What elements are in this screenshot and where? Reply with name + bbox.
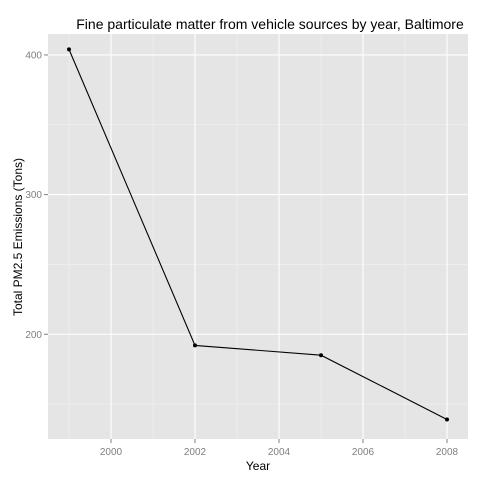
x-axis-title: Year (246, 459, 270, 473)
chart-title: Fine particulate matter from vehicle sou… (76, 16, 464, 32)
series-line (68, 49, 448, 420)
y-axis-ticks: 200 300 400 (25, 50, 48, 341)
y-axis-title: Total PM2.5 Emissions (Tons) (11, 158, 25, 316)
x-tick-label: 2008 (436, 447, 459, 458)
minor-gridlines (48, 34, 468, 439)
plot-panel (48, 34, 468, 439)
y-tick-label: 300 (25, 190, 42, 201)
data-point (67, 47, 71, 52)
x-axis-ticks: 2000 2002 2004 2006 2008 (100, 439, 459, 458)
x-tick-label: 2006 (352, 447, 375, 458)
series-layer (67, 47, 449, 422)
data-point (319, 353, 323, 358)
x-tick-label: 2004 (268, 447, 291, 458)
major-gridlines (48, 34, 468, 439)
data-point (193, 343, 197, 348)
data-point (445, 417, 449, 422)
y-tick-label: 200 (25, 330, 42, 341)
x-tick-label: 2002 (184, 447, 207, 458)
x-tick-label: 2000 (100, 447, 123, 458)
y-tick-label: 400 (25, 50, 42, 61)
